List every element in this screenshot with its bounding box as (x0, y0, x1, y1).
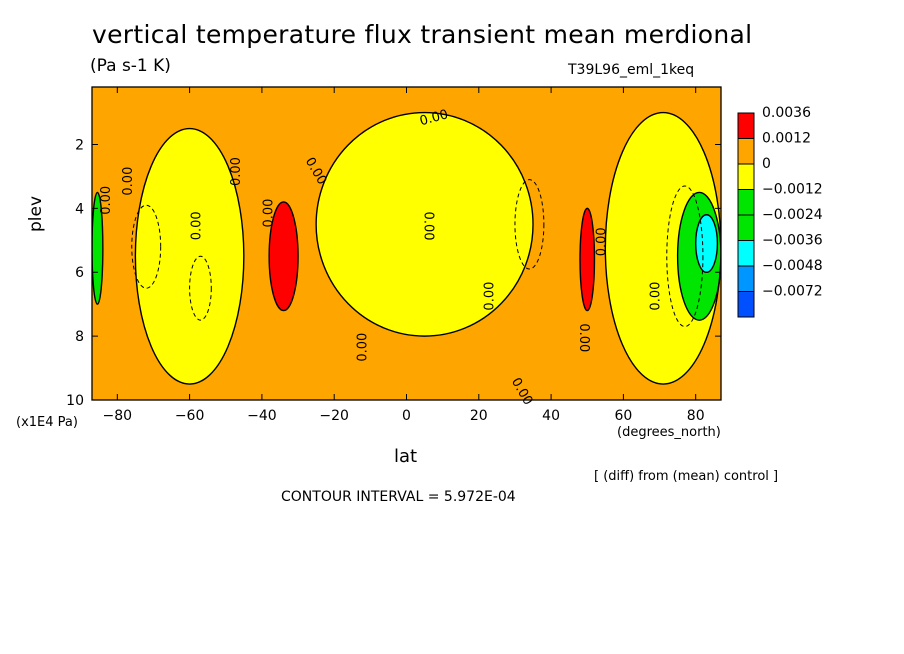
x-tick-label: −20 (319, 408, 349, 424)
contour-label: 0.00 (418, 107, 450, 129)
legend-label: −0.0072 (762, 284, 823, 300)
contour-interval: CONTOUR INTERVAL = 5.972E-04 (281, 489, 516, 505)
contour-label: 0.00 (356, 333, 371, 362)
x-tick-label: 40 (542, 408, 560, 424)
negative-contour-line (131, 204, 162, 289)
contour-label: 0.00 (482, 282, 497, 311)
contour-label: 0.00 (649, 282, 664, 311)
diff-note: [ (diff) from (mean) control ] (594, 469, 779, 484)
legend-label: −0.0036 (762, 233, 823, 249)
legend-swatch (737, 291, 755, 318)
legend-swatch (737, 163, 755, 190)
legend-swatch (737, 214, 755, 241)
legend-swatch (737, 138, 755, 165)
x-tick-label: −80 (103, 408, 133, 424)
x-axis: −80 −60 −40 −20 0 20 40 60 80 (103, 87, 705, 424)
negative-contour-line (514, 179, 545, 270)
y-tick-label: 4 (75, 201, 84, 217)
legend-label: 0.0036 (762, 105, 811, 121)
x-tick-label: 60 (614, 408, 632, 424)
chart-title: vertical temperature flux transient mean… (92, 20, 753, 49)
legend-swatch (737, 265, 755, 292)
region-2 (316, 112, 534, 337)
contour-label: 0.00 (121, 167, 136, 196)
x-tick-label: 80 (687, 408, 705, 424)
region-1 (135, 128, 244, 385)
contour-label: 0.00 (576, 323, 591, 352)
region-4 (269, 201, 299, 311)
x-tick-label: 0 (402, 408, 411, 424)
color-legend: 0.0036 0.0012 0 −0.0012 −0.0024 −0.0036 −0.004… (737, 105, 823, 318)
contour-label: 0.00 (262, 199, 277, 228)
x-tick-label: 20 (470, 408, 488, 424)
x-axis-unit: (degrees_north) (617, 425, 721, 440)
contour-label: 0.00 (229, 157, 244, 186)
legend-label: 0.0012 (762, 131, 811, 147)
y-tick-label: 8 (75, 329, 84, 345)
contour-line (676, 191, 721, 321)
contour-line (92, 191, 104, 305)
contour-line (268, 201, 299, 312)
chart-units: (Pa s-1 K) (90, 56, 171, 76)
contour-field (92, 87, 721, 400)
contour-line (694, 214, 719, 273)
y-axis-unit: (x1E4 Pa) (16, 415, 78, 430)
legend-swatch (737, 112, 755, 139)
x-tick-label: −40 (247, 408, 277, 424)
contour-label: 0.00 (189, 211, 204, 240)
y-tick-label: 2 (75, 137, 84, 153)
negative-contour-line (189, 255, 212, 321)
negative-contour-line (666, 185, 704, 328)
y-tick-label: 6 (75, 265, 84, 281)
legend-swatch (737, 240, 755, 267)
contour-label: 0.00 (421, 212, 436, 241)
x-axis-label: lat (394, 446, 418, 467)
contour-line (315, 111, 534, 337)
contour-line (579, 207, 596, 312)
legend-swatch (737, 189, 755, 216)
run-id: T39L96_eml_1keq (568, 62, 695, 78)
contour-label: 0.00 (99, 186, 114, 215)
legend-label: 0 (762, 156, 771, 172)
legend-label: −0.0048 (762, 258, 823, 274)
contour-line (604, 111, 721, 385)
legend-label: −0.0012 (762, 182, 823, 198)
region-5 (580, 208, 595, 311)
contour-lines (92, 111, 721, 385)
x-tick-label: −60 (175, 408, 205, 424)
legend-label: −0.0024 (762, 207, 823, 223)
y-axis: 2 4 6 8 10 (66, 137, 721, 409)
contour-label: 0.00 (594, 227, 609, 256)
y-tick-label: 10 (66, 393, 84, 409)
region-7 (92, 192, 103, 305)
contour-line (134, 127, 245, 385)
